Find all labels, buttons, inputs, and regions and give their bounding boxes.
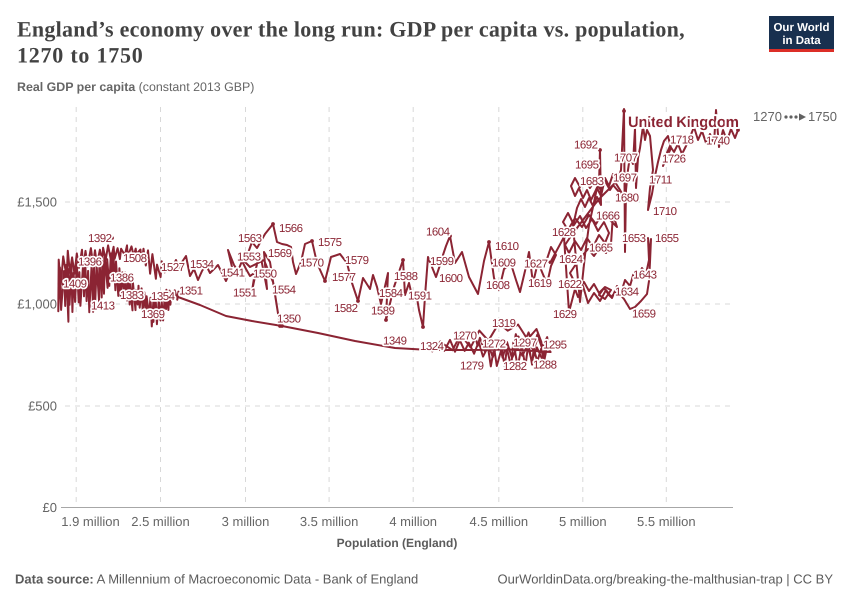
svg-text:1643: 1643 — [633, 269, 657, 281]
svg-text:1.9 million: 1.9 million — [61, 514, 120, 529]
svg-text:1297: 1297 — [513, 337, 537, 349]
svg-text:1604: 1604 — [426, 226, 451, 238]
svg-text:1692: 1692 — [574, 139, 598, 151]
svg-text:1589: 1589 — [371, 305, 395, 317]
svg-text:1324: 1324 — [420, 341, 445, 353]
svg-text:1609: 1609 — [492, 257, 516, 269]
svg-text:2.5 million: 2.5 million — [131, 514, 190, 529]
svg-text:1711: 1711 — [649, 174, 672, 186]
svg-text:Population (England): Population (England) — [337, 536, 458, 550]
svg-text:1270 to 1750: 1270 to 1750 — [17, 43, 143, 68]
svg-text:1570: 1570 — [300, 257, 324, 269]
svg-text:3.5 million: 3.5 million — [300, 514, 359, 529]
svg-text:1369: 1369 — [141, 309, 165, 321]
svg-text:1588: 1588 — [394, 271, 418, 283]
svg-text:1270: 1270 — [453, 330, 477, 342]
svg-text:1351: 1351 — [179, 285, 203, 297]
svg-text:1392: 1392 — [88, 233, 112, 245]
svg-text:1584: 1584 — [379, 288, 404, 300]
svg-text:1566: 1566 — [279, 223, 303, 235]
svg-text:OurWorldinData.org/breaking-th: OurWorldinData.org/breaking-the-malthusi… — [498, 572, 834, 587]
svg-text:1710: 1710 — [653, 206, 677, 218]
svg-text:1569: 1569 — [268, 248, 292, 260]
svg-text:1655: 1655 — [655, 233, 679, 245]
svg-text:1386: 1386 — [110, 272, 134, 284]
svg-text:1653: 1653 — [622, 233, 646, 245]
svg-text:1666: 1666 — [596, 210, 620, 222]
svg-text:1354: 1354 — [151, 291, 176, 303]
svg-text:1279: 1279 — [460, 360, 484, 372]
svg-text:Real GDP per capita (constant: Real GDP per capita (constant 2013 GBP) — [17, 80, 254, 94]
svg-text:1665: 1665 — [589, 242, 613, 254]
svg-text:1659: 1659 — [632, 308, 656, 320]
svg-text:Our World: Our World — [773, 22, 829, 34]
svg-text:1527: 1527 — [161, 262, 185, 274]
svg-text:4 million: 4 million — [389, 514, 437, 529]
svg-text:1563: 1563 — [238, 233, 262, 245]
svg-text:1582: 1582 — [334, 303, 358, 315]
svg-text:1610: 1610 — [495, 241, 519, 253]
svg-text:1718: 1718 — [670, 134, 694, 146]
svg-text:1750: 1750 — [808, 109, 837, 124]
svg-text:1577: 1577 — [332, 272, 356, 284]
svg-text:5 million: 5 million — [559, 514, 607, 529]
svg-text:1288: 1288 — [533, 359, 557, 371]
svg-text:England’s economy over the lon: England’s economy over the long run: GDP… — [17, 17, 685, 42]
svg-text:1683: 1683 — [580, 176, 604, 188]
svg-text:1740: 1740 — [706, 135, 730, 147]
svg-text:£1,000: £1,000 — [17, 296, 57, 311]
svg-text:1554: 1554 — [272, 284, 297, 296]
svg-text:1608: 1608 — [486, 280, 510, 292]
svg-text:1349: 1349 — [383, 335, 407, 347]
svg-text:1634: 1634 — [615, 286, 640, 298]
svg-text:Data source: A Millennium of M: Data source: A Millennium of Macroeconom… — [15, 572, 418, 587]
svg-text:£1,500: £1,500 — [17, 194, 57, 209]
svg-text:1550: 1550 — [253, 268, 277, 280]
svg-text:1627: 1627 — [524, 258, 548, 270]
svg-text:1270: 1270 — [753, 109, 782, 124]
svg-text:in Data: in Data — [782, 35, 821, 47]
svg-text:United Kingdom: United Kingdom — [628, 114, 739, 131]
svg-text:1575: 1575 — [318, 237, 342, 249]
svg-text:1591: 1591 — [408, 290, 432, 302]
svg-text:1695: 1695 — [575, 159, 599, 171]
svg-text:1534: 1534 — [190, 259, 215, 271]
svg-text:1295: 1295 — [543, 339, 567, 351]
svg-text:1319: 1319 — [492, 318, 516, 330]
svg-text:1396: 1396 — [78, 256, 102, 268]
svg-text:1553: 1553 — [237, 251, 261, 263]
svg-text:3 million: 3 million — [222, 514, 270, 529]
svg-text:1628: 1628 — [552, 227, 576, 239]
svg-text:£500: £500 — [28, 398, 57, 413]
svg-text:1600: 1600 — [439, 273, 463, 285]
svg-text:1579: 1579 — [345, 255, 369, 267]
svg-text:1599: 1599 — [430, 256, 454, 268]
svg-text:1409: 1409 — [63, 278, 87, 290]
svg-text:1629: 1629 — [553, 309, 577, 321]
svg-text:1707: 1707 — [614, 152, 638, 164]
svg-text:1272: 1272 — [482, 338, 506, 350]
svg-text:1726: 1726 — [662, 153, 686, 165]
svg-text:1541: 1541 — [221, 267, 245, 279]
svg-text:1413: 1413 — [91, 300, 115, 312]
svg-text:1697: 1697 — [613, 172, 637, 184]
svg-text:4.5 million: 4.5 million — [470, 514, 529, 529]
svg-text:1680: 1680 — [615, 192, 639, 204]
svg-text:1624: 1624 — [559, 254, 584, 266]
svg-text:1551: 1551 — [233, 287, 257, 299]
svg-text:1383: 1383 — [120, 290, 144, 302]
svg-text:1282: 1282 — [503, 361, 527, 373]
svg-text:1622: 1622 — [558, 279, 582, 291]
svg-text:5.5 million: 5.5 million — [637, 514, 696, 529]
svg-text:1619: 1619 — [528, 278, 552, 290]
svg-text:£0: £0 — [43, 500, 57, 515]
svg-text:1508: 1508 — [123, 253, 147, 265]
svg-text:1350: 1350 — [277, 313, 301, 325]
